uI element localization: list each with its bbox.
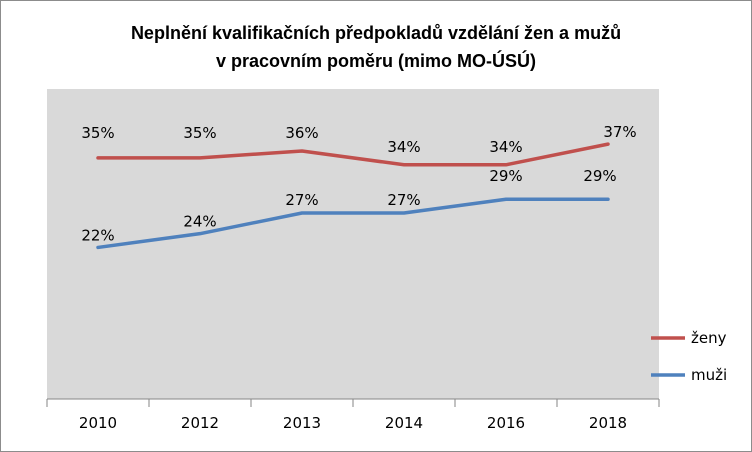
- chart-title-line-2: v pracovním poměru (mimo MO-ÚSÚ): [216, 50, 536, 71]
- data-label: 36%: [285, 124, 318, 142]
- x-tick-label: 2013: [283, 414, 321, 432]
- series-line-men: [96, 197, 610, 250]
- data-labels: 35% 35% 36% 34% 34% 37% 22% 24% 27% 27% 29% 29%: [81, 123, 636, 244]
- data-label: 35%: [81, 124, 114, 142]
- data-label: 29%: [583, 167, 616, 185]
- chart-title-line-1: Neplnění kvalifikačních předpokladů vzdě…: [131, 23, 621, 43]
- legend-label: muži: [691, 366, 727, 384]
- series-line-women: [96, 142, 610, 167]
- x-tick-label: 2010: [79, 414, 117, 432]
- data-label: 35%: [183, 124, 216, 142]
- x-tick-label: 2012: [181, 414, 219, 432]
- plot-area: [47, 89, 659, 399]
- data-label: 27%: [387, 191, 420, 209]
- data-label: 22%: [81, 226, 114, 244]
- data-label: 34%: [489, 138, 522, 156]
- legend: ženy muži: [651, 329, 727, 384]
- legend-label: ženy: [691, 329, 727, 347]
- x-tick-label: 2014: [385, 414, 423, 432]
- data-label: 34%: [387, 138, 420, 156]
- x-tick-label: 2016: [487, 414, 525, 432]
- data-label: 24%: [183, 213, 216, 231]
- series-layer: [96, 142, 610, 250]
- axes: 2010 2012 2013 2014 2016 2018: [46, 398, 660, 432]
- x-tick-label: 2018: [589, 414, 627, 432]
- data-label: 37%: [603, 123, 636, 141]
- data-label: 27%: [285, 191, 318, 209]
- data-label: 29%: [489, 167, 522, 185]
